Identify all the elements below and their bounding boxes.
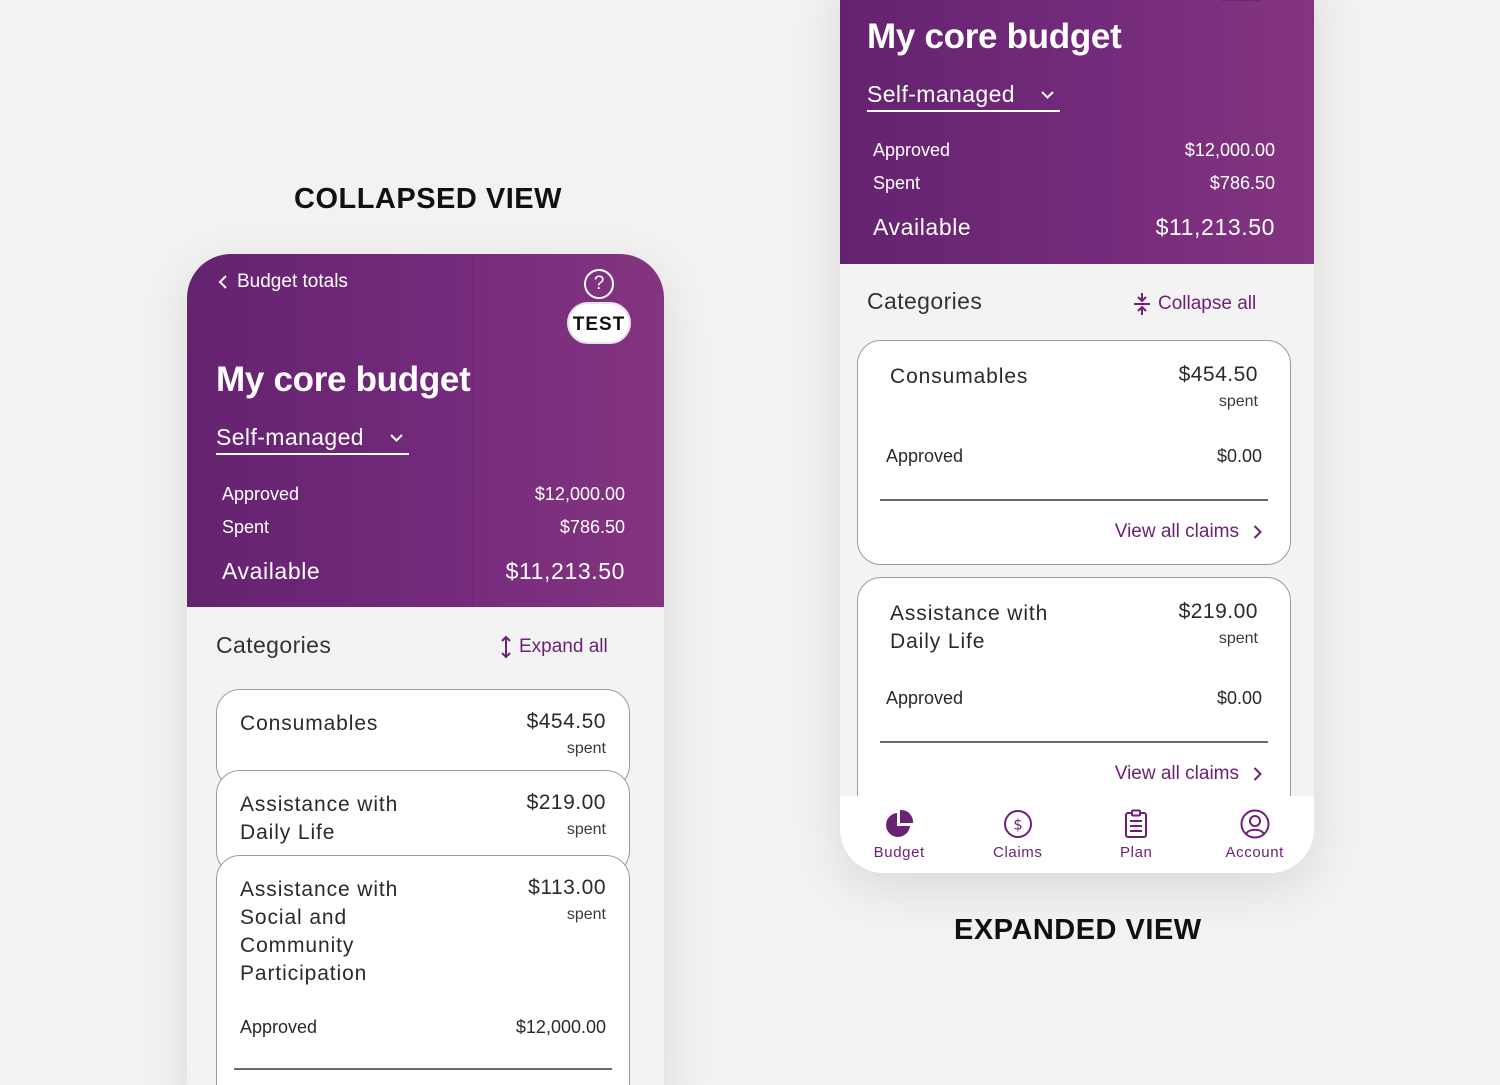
page-title: My core budget <box>867 17 1122 56</box>
expand-all-label: Expand all <box>519 636 608 657</box>
category-amount: $219.00 <box>526 791 606 814</box>
chevron-left-icon <box>218 275 227 289</box>
svg-text:$: $ <box>1013 816 1023 834</box>
category-name: Assistance with Daily Life <box>890 602 1049 653</box>
available-value: $11,213.50 <box>1155 214 1275 240</box>
view-all-claims-link[interactable]: View all claims <box>1115 763 1262 785</box>
category-name: Consumables <box>890 365 1029 388</box>
approved-value: $0.00 <box>1216 446 1262 466</box>
category-spent-label: spent <box>566 821 606 838</box>
category-name: Consumables <box>240 712 379 735</box>
nav-claims-label: Claims <box>993 844 1043 861</box>
approved-row: Approved $12,000.00 <box>873 140 1275 161</box>
nav-budget-label: Budget <box>873 844 925 861</box>
budget-header: Budget totals ? TEST My core budget Self… <box>187 254 664 607</box>
available-label: Available <box>222 558 321 584</box>
card-divider <box>880 741 1268 743</box>
view-all-claims-link[interactable]: View all claims <box>1115 521 1262 543</box>
approved-label: Approved <box>222 484 300 504</box>
chevron-right-icon <box>1253 525 1262 539</box>
management-type-dropdown[interactable]: Self-managed <box>216 424 409 455</box>
available-row: Available $11,213.50 <box>873 214 1275 241</box>
nav-account-label: Account <box>1225 844 1284 861</box>
bottom-navigation: Budget $ Claims Plan Account <box>840 796 1314 873</box>
collapsed-view-label: COLLAPSED VIEW <box>294 183 563 215</box>
user-circle-icon <box>1240 809 1270 839</box>
category-spent-label: spent <box>1218 630 1258 647</box>
category-card-daily-life[interactable]: Assistance with Daily Life $219.00 spent… <box>857 577 1291 817</box>
category-card-social-community[interactable]: Assistance with Social and Community Par… <box>216 855 630 1085</box>
categories-heading: Categories <box>216 632 332 658</box>
approved-label: Approved <box>873 140 951 160</box>
category-name: Assistance with Social and Community Par… <box>240 878 399 985</box>
spent-value: $786.50 <box>1209 173 1275 193</box>
collapsed-phone-screen: Budget totals ? TEST My core budget Self… <box>187 254 664 1085</box>
dollar-circle-icon: $ <box>1003 810 1032 838</box>
category-amount: $454.50 <box>1178 363 1258 386</box>
category-spent-label: spent <box>566 906 606 923</box>
approved-row: Approved $12,000.00 <box>222 484 625 505</box>
expanded-phone-screen: My core budget Self-managed Approved $12… <box>840 0 1314 873</box>
chevron-right-icon <box>1253 767 1262 781</box>
category-spent-label: spent <box>566 740 606 757</box>
approved-value: $12,000.00 <box>515 1017 606 1037</box>
category-amount: $454.50 <box>526 710 606 733</box>
management-type-value: Self-managed <box>216 424 364 450</box>
categories-heading: Categories <box>867 288 983 314</box>
spent-label: Spent <box>873 173 921 193</box>
available-value: $11,213.50 <box>505 558 625 584</box>
page-title: My core budget <box>216 360 471 399</box>
chevron-down-icon <box>390 430 409 445</box>
management-type-value: Self-managed <box>867 81 1015 107</box>
available-row: Available $11,213.50 <box>222 558 625 585</box>
category-name: Assistance with Daily Life <box>240 793 399 844</box>
approved-label: Approved <box>886 446 964 466</box>
expand-all-button[interactable]: Expand all <box>500 635 608 659</box>
category-card-consumables[interactable]: Consumables $454.50 spent Approved $0.00… <box>857 340 1291 565</box>
collapse-arrows-icon <box>1134 293 1150 315</box>
nav-account[interactable]: Account <box>1196 796 1315 873</box>
chevron-down-icon <box>1041 87 1060 102</box>
spent-label: Spent <box>222 517 270 537</box>
view-all-claims-label: View all claims <box>1114 763 1239 784</box>
approved-label: Approved <box>886 688 964 708</box>
collapse-all-button[interactable]: Collapse all <box>1133 292 1256 316</box>
view-all-claims-label: View all claims <box>1114 521 1239 542</box>
category-amount: $219.00 <box>1178 600 1258 623</box>
card-divider <box>234 1068 612 1070</box>
expanded-view-label: EXPANDED VIEW <box>954 914 1202 946</box>
pie-chart-icon <box>886 809 914 837</box>
question-mark-circle-icon[interactable]: ? <box>584 269 614 299</box>
management-type-dropdown[interactable]: Self-managed <box>867 81 1060 112</box>
approved-value: $12,000.00 <box>1184 140 1275 160</box>
nav-plan-label: Plan <box>1120 844 1153 861</box>
approved-value: $12,000.00 <box>534 484 625 504</box>
nav-budget[interactable]: Budget <box>840 796 959 873</box>
collapse-all-label: Collapse all <box>1158 293 1257 314</box>
expand-arrows-icon <box>501 635 511 659</box>
available-label: Available <box>873 214 972 240</box>
category-spent-label: spent <box>1218 393 1258 410</box>
nav-plan[interactable]: Plan <box>1077 796 1196 873</box>
nav-claims[interactable]: $ Claims <box>959 796 1078 873</box>
header-top-edge <box>1220 0 1262 1</box>
card-divider <box>880 499 1268 501</box>
category-amount: $113.00 <box>528 876 606 899</box>
clipboard-icon <box>1125 809 1148 838</box>
test-badge: TEST <box>567 302 631 344</box>
approved-value: $0.00 <box>1216 688 1262 708</box>
spent-row: Spent $786.50 <box>222 517 625 538</box>
back-button[interactable]: Budget totals <box>218 271 348 293</box>
spent-value: $786.50 <box>559 517 625 537</box>
spent-row: Spent $786.50 <box>873 173 1275 194</box>
budget-header: My core budget Self-managed Approved $12… <box>840 0 1314 264</box>
header-divider <box>472 254 473 607</box>
back-button-label: Budget totals <box>237 271 348 292</box>
approved-label: Approved <box>240 1017 318 1037</box>
